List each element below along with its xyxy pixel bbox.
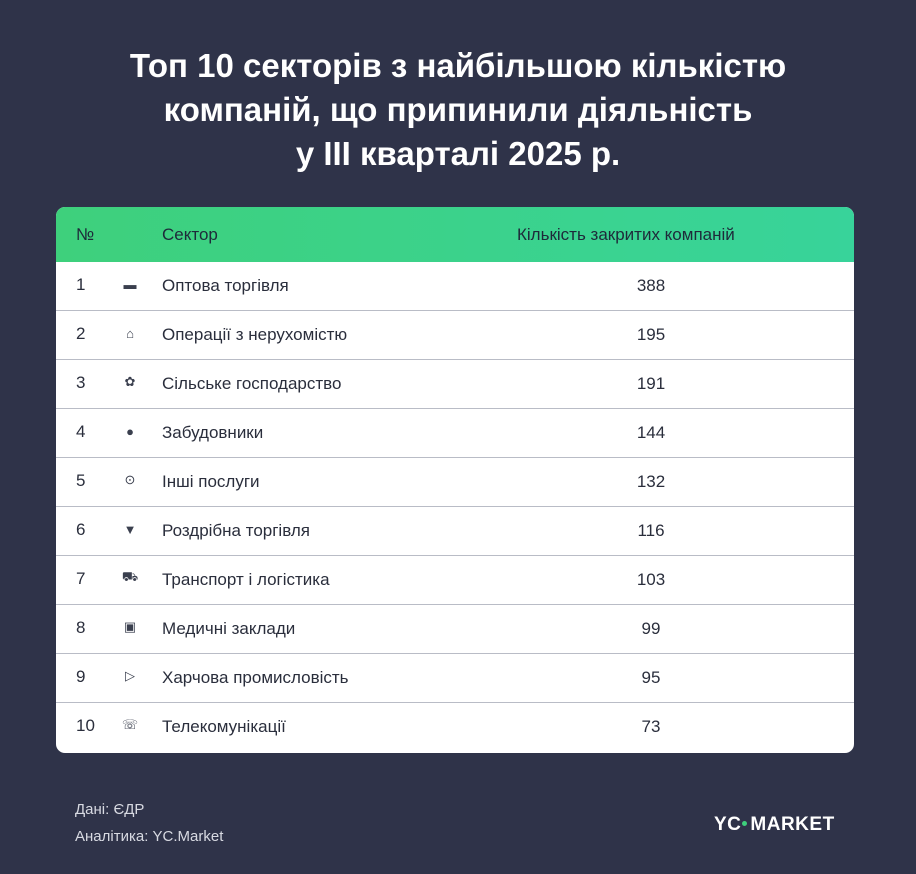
car-icon: ⛟ <box>121 569 139 584</box>
row-number: 1 <box>76 275 86 294</box>
page-title: Топ 10 секторів з найбільшою кількістю к… <box>0 44 916 176</box>
header-count: Кількість закритих компаній <box>517 225 735 244</box>
row-number: 6 <box>76 520 86 539</box>
row-count: 191 <box>636 374 666 393</box>
row-number: 10 <box>76 716 95 735</box>
house-icon: ⌂ <box>126 325 134 341</box>
row-count: 195 <box>636 325 666 344</box>
row-number: 2 <box>76 324 86 343</box>
row-count: 132 <box>636 472 666 491</box>
row-sector: Транспорт і логістика <box>162 570 330 589</box>
warehouse-icon: ▬ <box>123 276 137 292</box>
row-number: 4 <box>76 422 86 441</box>
row-sector: Оптова торгівля <box>162 276 289 295</box>
row-count: 144 <box>636 423 666 442</box>
header-num: № <box>76 225 95 244</box>
telecom-icon: ☏ <box>121 717 139 732</box>
row-count: 95 <box>641 668 661 687</box>
row-number: 7 <box>76 569 86 588</box>
data-source: Дані: ЄДР <box>75 801 145 818</box>
analytics-credit: Аналітика: YC.Market <box>75 828 224 845</box>
table-row: 7 ⛟ Транспорт і логістика 103 <box>56 555 854 604</box>
row-sector: Інші послуги <box>162 472 260 491</box>
header-sector: Сектор <box>162 225 218 244</box>
table-row: 6 ▼ Роздрібна торгівля 116 <box>56 506 854 555</box>
table-row: 4 ● Забудовники 144 <box>56 408 854 457</box>
medical-icon: ▣ <box>123 619 137 634</box>
row-number: 5 <box>76 471 86 490</box>
row-sector: Роздрібна торгівля <box>162 521 310 540</box>
table-header: № Сектор Кількість закритих компаній <box>56 207 854 262</box>
sectors-table: № Сектор Кількість закритих компаній 1 ▬… <box>56 207 854 753</box>
table-row: 9 ▷ Харчова промисловість 95 <box>56 653 854 702</box>
table-row: 8 ▣ Медичні заклади 99 <box>56 604 854 653</box>
basket-icon: ▼ <box>123 521 137 537</box>
row-sector: Харчова промисловість <box>162 668 349 687</box>
row-sector: Забудовники <box>162 423 264 442</box>
row-sector: Сільське господарство <box>162 374 342 393</box>
title-line: Топ 10 секторів з найбільшою кількістю <box>129 47 787 84</box>
dots-circle-icon: ⊙ <box>124 472 136 487</box>
yc-market-logo: YC MARKET <box>714 814 835 835</box>
row-sector: Телекомунікації <box>162 717 286 736</box>
row-count: 99 <box>641 619 661 638</box>
row-count: 73 <box>641 717 661 736</box>
plant-icon: ✿ <box>124 374 136 389</box>
table-row: 1 ▬ Оптова торгівля 388 <box>56 262 854 310</box>
table-row: 10 ☏ Телекомунікації 73 <box>56 702 854 751</box>
row-number: 9 <box>76 667 86 686</box>
person-icon: ● <box>126 423 134 439</box>
row-count: 116 <box>637 521 665 540</box>
row-number: 8 <box>76 618 86 637</box>
row-sector: Медичні заклади <box>162 619 296 638</box>
row-number: 3 <box>76 373 86 392</box>
title-line: у ІІІ кварталі 2025 р. <box>295 135 621 172</box>
row-count: 103 <box>636 570 666 589</box>
table-row: 5 ⊙ Інші послуги 132 <box>56 457 854 506</box>
row-sector: Операції з нерухомістю <box>162 325 348 344</box>
table-row: 3 ✿ Сільське господарство 191 <box>56 359 854 408</box>
title-line: компаній, що припинили діяльність <box>163 91 753 128</box>
table-row: 2 ⌂ Операції з нерухомістю 195 <box>56 310 854 359</box>
food-icon: ▷ <box>125 668 135 683</box>
row-count: 388 <box>636 276 666 295</box>
